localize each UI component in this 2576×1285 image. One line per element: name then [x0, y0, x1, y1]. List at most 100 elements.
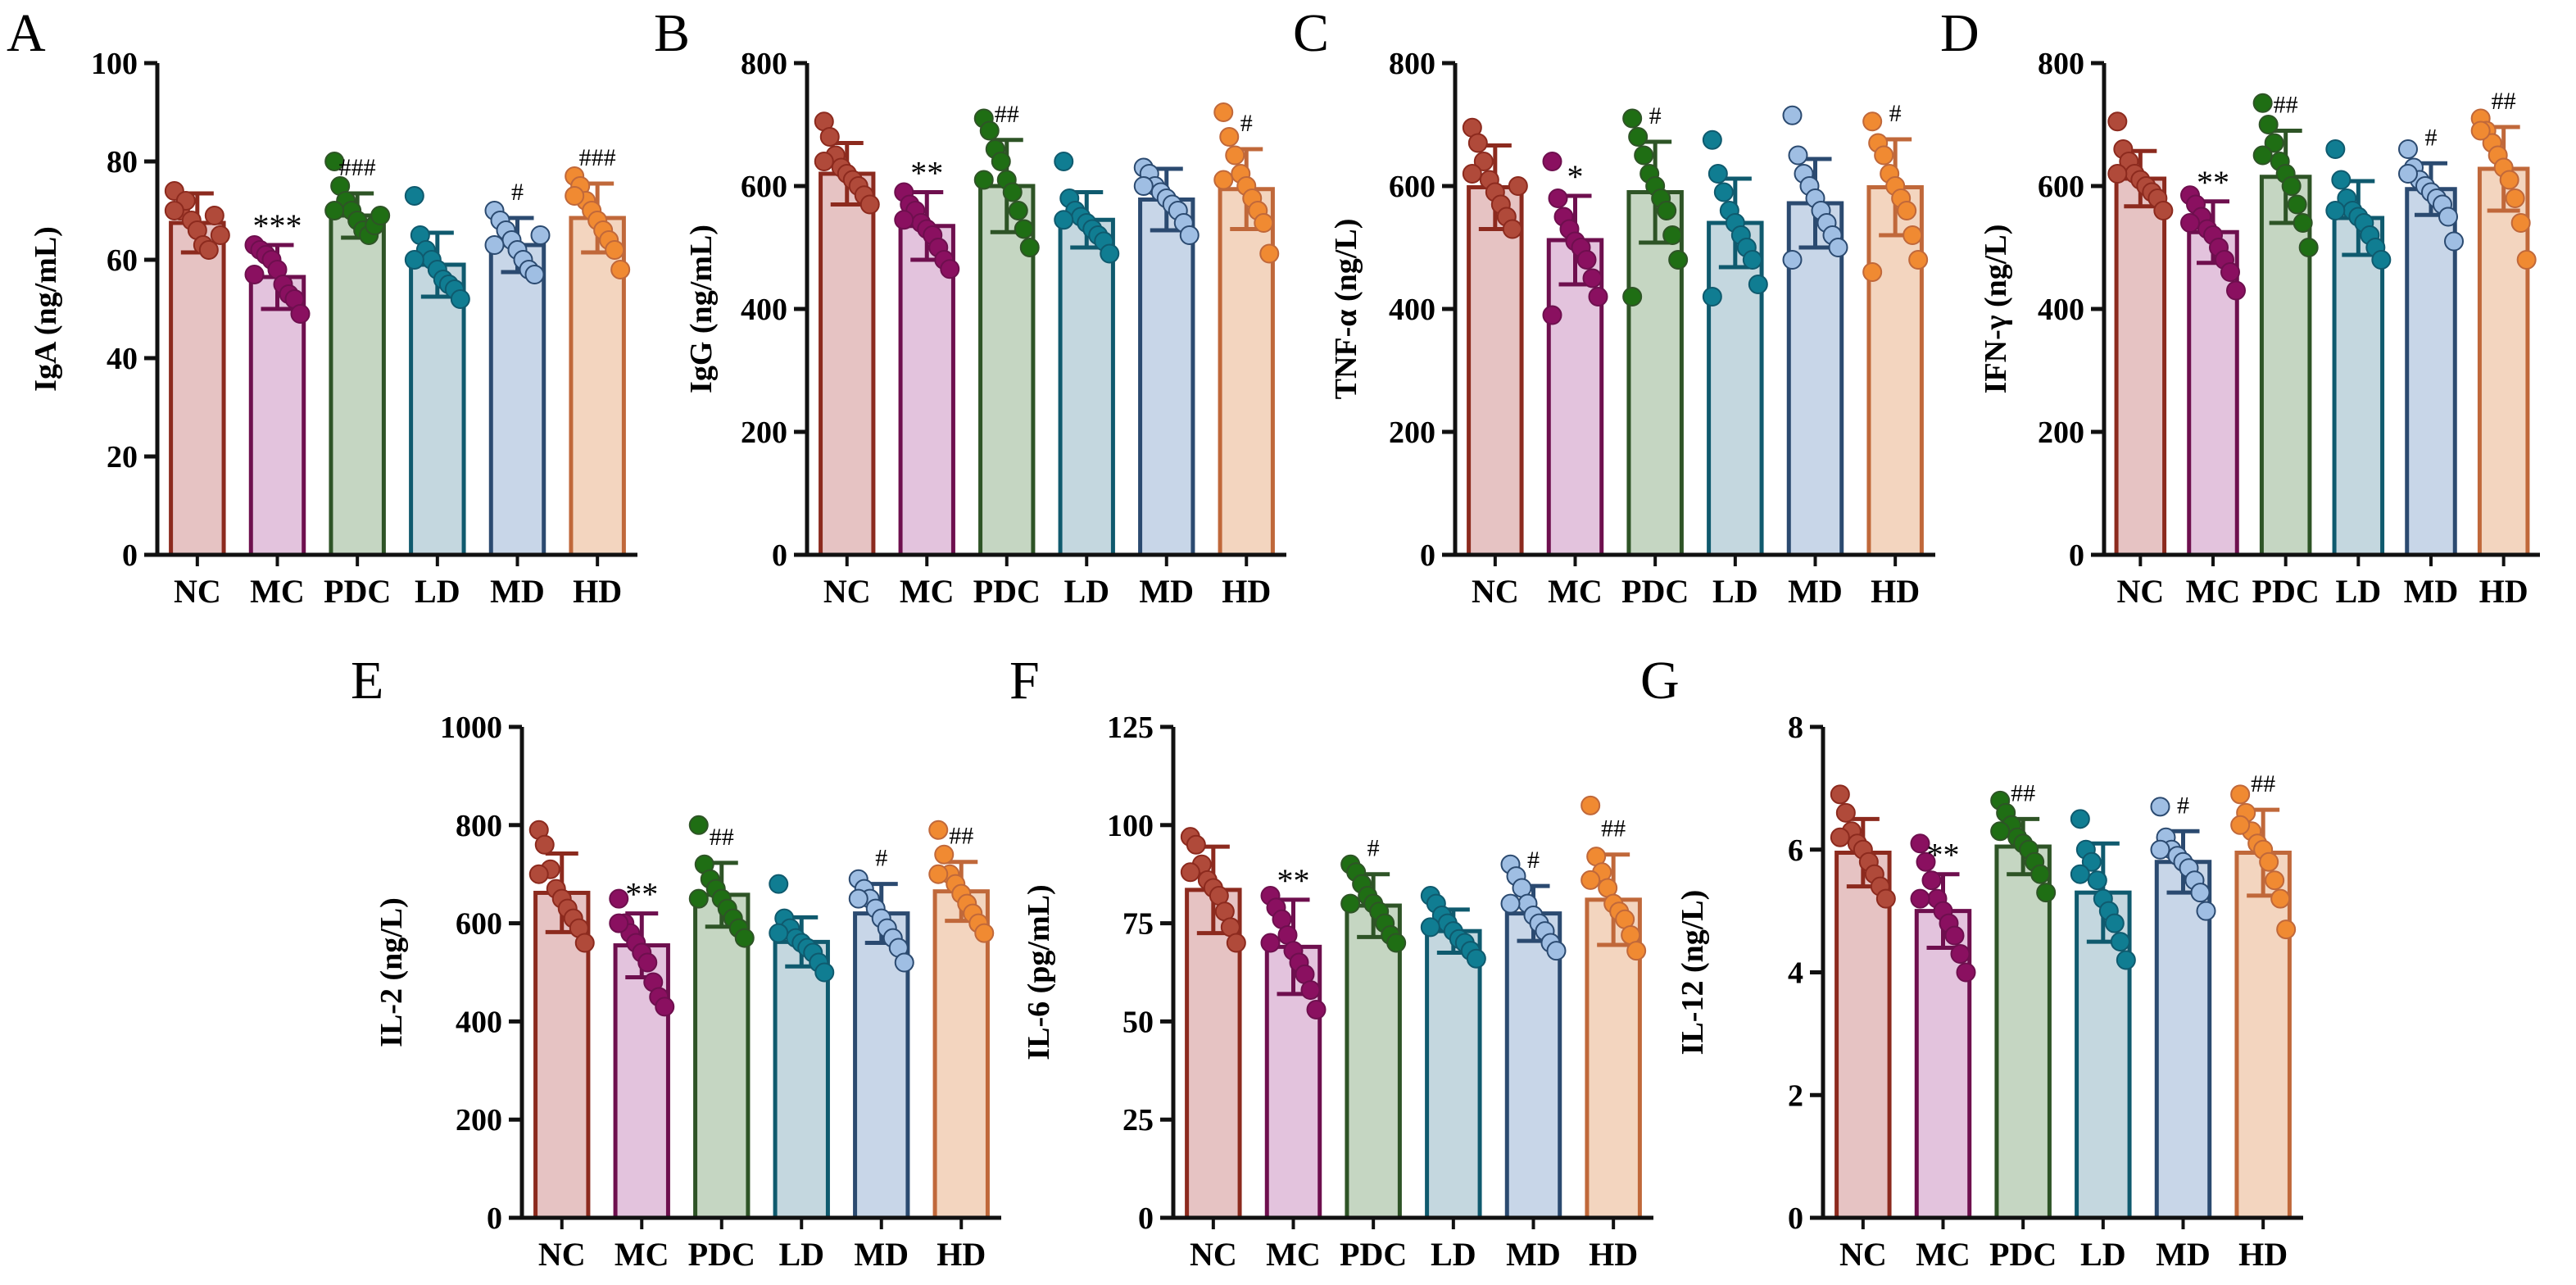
bar-nc: [2114, 176, 2167, 557]
data-point-md: [524, 265, 545, 284]
data-point-nc: [164, 201, 184, 220]
y-tick-label: 4: [1788, 956, 1803, 991]
x-tick-label: LD: [778, 1236, 824, 1273]
data-point-md: [2444, 231, 2464, 252]
significance-label: #: [2425, 124, 2438, 151]
data-point-md: [1828, 238, 1848, 257]
x-tick-label: PDC: [1340, 1236, 1407, 1273]
data-point-nc: [1473, 152, 1494, 171]
data-point-pdc: [1019, 238, 1040, 257]
data-point-md: [2398, 164, 2418, 184]
x-tick-label: HD: [1871, 573, 1920, 610]
data-point-pdc: [1008, 201, 1028, 220]
x-tick-label: MD: [2404, 573, 2459, 610]
panel-letter: F: [1009, 651, 1040, 711]
panel-letter: A: [7, 3, 46, 63]
y-axis-label: IL-2 (ng/L): [374, 897, 409, 1047]
x-tick-label: PDC: [973, 573, 1041, 610]
y-tick-label: 600: [1389, 170, 1435, 204]
data-point-hd: [1862, 262, 1883, 282]
x-tick-label: LD: [1431, 1236, 1476, 1273]
data-point-pdc: [324, 201, 345, 220]
bar-hd: [2234, 850, 2292, 1220]
data-point-hd: [928, 820, 949, 840]
data-point-hd: [1908, 250, 1929, 270]
data-point-nc: [1226, 933, 1246, 953]
data-point-hd: [2259, 851, 2279, 872]
y-tick-label: 800: [2038, 47, 2084, 81]
bar-md: [1504, 911, 1562, 1220]
data-point-md: [2196, 901, 2216, 921]
x-tick-label: HD: [1222, 573, 1271, 610]
significance-label: #: [1240, 110, 1253, 137]
data-point-hd: [934, 844, 955, 865]
data-point-hd: [1897, 201, 1917, 220]
data-point-mc: [609, 888, 629, 909]
data-point-pdc: [1386, 933, 1407, 953]
bar-md: [2154, 860, 2212, 1220]
y-axis-label: IFN-γ (ng/L): [1979, 225, 2013, 394]
significance-label: *: [1567, 158, 1584, 195]
y-tick-label: 600: [2038, 170, 2084, 204]
data-point-md: [530, 225, 551, 245]
data-point-ld: [2110, 932, 2130, 952]
data-point-hd: [605, 240, 625, 260]
panel-D: D IFN-γ (ng/L) NC ** MC ## PDC LD # MD ## HD 0 200 400…: [1940, 3, 2540, 610]
data-point-mc: [1910, 833, 1930, 854]
x-tick-label: MC: [615, 1236, 669, 1273]
data-point-mc: [1944, 925, 1965, 946]
data-point-mc: [244, 265, 265, 284]
data-point-pdc: [1628, 127, 1649, 147]
y-tick-label: 1000: [440, 711, 502, 745]
data-point-md: [848, 888, 868, 909]
y-tick-label: 400: [456, 1005, 502, 1039]
data-point-mc: [609, 913, 629, 933]
data-point-ld: [769, 923, 789, 943]
data-point-md: [1782, 105, 1803, 125]
data-point-md: [2150, 797, 2170, 817]
data-point-ld: [2116, 950, 2136, 970]
data-point-ld: [1713, 182, 1734, 202]
data-point-ld: [1466, 948, 1486, 969]
data-point-hd: [1219, 127, 1240, 147]
y-tick-label: 0: [1138, 1201, 1154, 1236]
data-point-pdc: [2281, 176, 2302, 196]
data-point-mc: [1950, 944, 1971, 965]
y-tick-label: 0: [122, 538, 138, 573]
data-point-hd: [928, 864, 949, 884]
data-point-ld: [2081, 851, 2102, 872]
data-point-mc: [1956, 962, 1976, 983]
x-tick-label: LD: [415, 573, 460, 610]
data-point-hd: [2505, 188, 2525, 208]
bar-ld: [409, 262, 466, 557]
y-axis-label: IgG (ng/mL): [684, 225, 719, 393]
data-point-ld: [404, 186, 424, 206]
data-point-ld: [1742, 250, 1762, 270]
y-tick-label: 100: [91, 47, 138, 81]
data-point-hd: [565, 186, 585, 206]
y-tick-label: 0: [1788, 1201, 1803, 1236]
data-point-nc: [1180, 862, 1200, 883]
significance-label: #: [1889, 100, 1902, 127]
significance-label: ##: [995, 101, 1019, 128]
y-tick-label: 8: [1788, 711, 1803, 745]
data-point-ld: [404, 250, 424, 270]
x-tick-label: MD: [490, 573, 545, 610]
data-point-nc: [2153, 201, 2174, 220]
data-point-md: [894, 952, 914, 973]
data-point-hd: [1254, 213, 1274, 233]
data-point-pdc: [1662, 225, 1683, 245]
y-tick-label: 200: [1389, 415, 1435, 450]
data-point-nc: [534, 834, 555, 855]
y-axis-label: TNF-α (ng/L): [1329, 219, 1363, 400]
x-tick-label: HD: [2479, 573, 2528, 610]
data-point-ld: [450, 289, 470, 309]
data-point-ld: [2325, 139, 2346, 159]
x-tick-label: LD: [1064, 573, 1109, 610]
data-point-pdc: [973, 170, 994, 190]
significance-label: **: [1277, 862, 1310, 899]
data-point-nc: [1462, 164, 1482, 184]
data-point-nc: [1835, 802, 1856, 823]
x-tick-label: LD: [1712, 573, 1758, 610]
data-point-hd: [2230, 815, 2251, 835]
